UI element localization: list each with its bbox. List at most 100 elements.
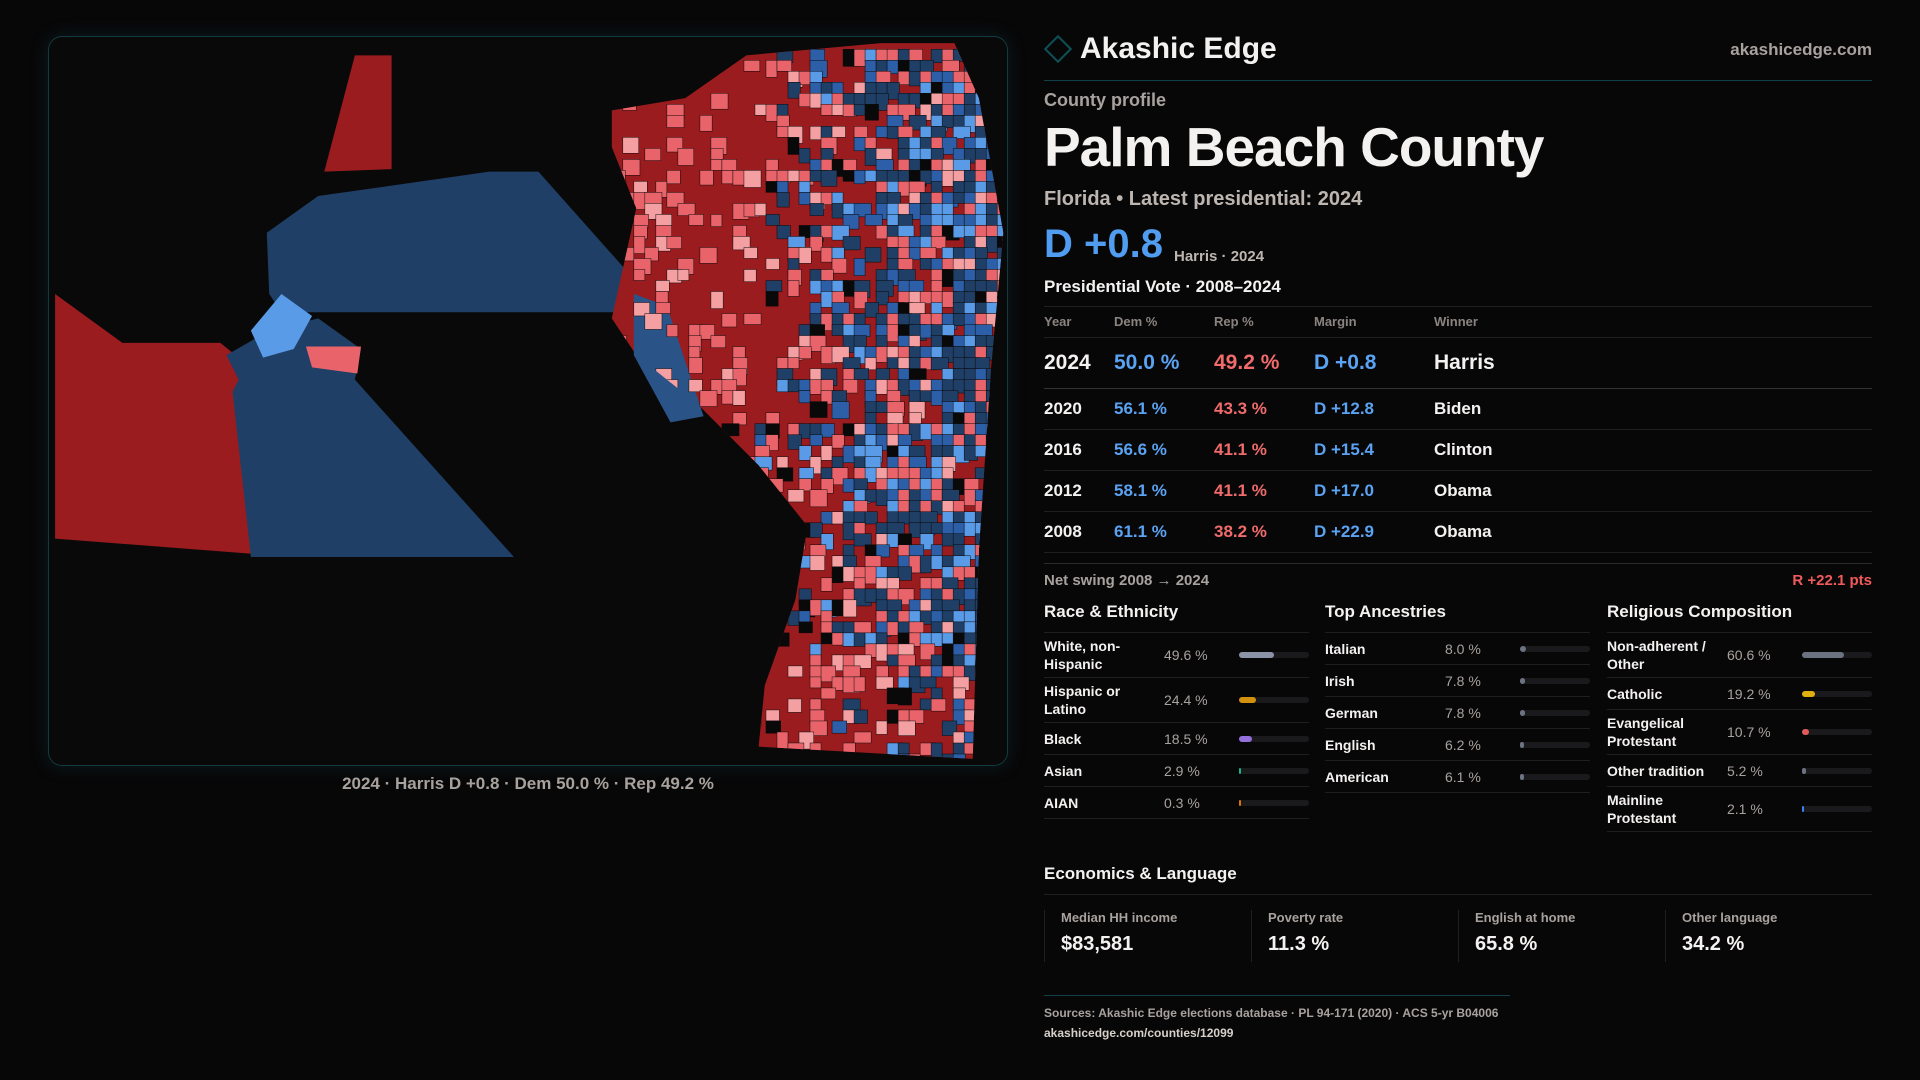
precinct[interactable]	[996, 324, 1007, 340]
precinct[interactable]	[842, 566, 856, 582]
precinct[interactable]	[919, 676, 937, 689]
precinct[interactable]	[787, 742, 805, 758]
precinct[interactable]	[996, 731, 1007, 746]
precinct[interactable]	[655, 302, 671, 314]
precinct[interactable]	[996, 555, 1007, 574]
precinct[interactable]	[908, 489, 922, 503]
site-link[interactable]: akashicedge.com	[1730, 40, 1872, 59]
precinct[interactable]	[864, 104, 879, 121]
precinct[interactable]	[996, 577, 1007, 594]
precinct[interactable]	[985, 60, 1002, 72]
precinct[interactable]	[853, 291, 868, 309]
precinct[interactable]	[875, 126, 889, 138]
precinct[interactable]	[809, 720, 828, 736]
precinct[interactable]	[743, 709, 762, 727]
precinct[interactable]	[919, 291, 933, 304]
precinct[interactable]	[655, 632, 671, 648]
precinct[interactable]	[710, 159, 723, 171]
precinct[interactable]	[721, 159, 737, 171]
precinct[interactable]	[996, 742, 1007, 757]
precinct[interactable]	[765, 533, 780, 548]
precinct[interactable]	[974, 467, 992, 479]
precinct[interactable]	[985, 104, 998, 116]
precinct[interactable]	[831, 82, 844, 95]
precinct[interactable]	[787, 698, 802, 713]
precinct[interactable]	[875, 632, 888, 646]
precinct[interactable]	[622, 192, 636, 208]
precinct[interactable]	[930, 390, 944, 406]
precinct[interactable]	[941, 60, 960, 72]
precinct[interactable]	[732, 555, 751, 571]
precinct[interactable]	[842, 357, 861, 369]
precinct[interactable]	[809, 401, 828, 418]
precinct[interactable]	[622, 566, 641, 579]
precinct[interactable]	[996, 269, 1007, 282]
precinct[interactable]	[732, 599, 745, 615]
precinct[interactable]	[974, 93, 988, 106]
precinct[interactable]	[985, 412, 1004, 430]
precinct[interactable]	[897, 687, 912, 706]
precinct[interactable]	[655, 665, 673, 678]
precinct[interactable]	[765, 566, 779, 581]
precinct[interactable]	[677, 269, 690, 281]
precinct[interactable]	[831, 434, 845, 449]
precinct[interactable]	[721, 654, 740, 668]
precinct[interactable]	[897, 720, 916, 736]
precinct[interactable]	[622, 665, 637, 681]
precinct[interactable]	[996, 522, 1007, 538]
precinct[interactable]	[996, 247, 1007, 263]
precinct[interactable]	[875, 269, 888, 282]
precinct[interactable]	[985, 71, 1003, 89]
precinct[interactable]	[754, 555, 769, 569]
precinct[interactable]	[875, 225, 889, 240]
precinct[interactable]	[820, 192, 833, 205]
region-lake-rep[interactable]	[305, 346, 361, 374]
precinct[interactable]	[644, 544, 657, 561]
precinct[interactable]	[952, 753, 966, 765]
precinct[interactable]	[611, 731, 628, 744]
precinct[interactable]	[831, 566, 844, 583]
precinct[interactable]	[743, 588, 762, 604]
precinct[interactable]	[809, 544, 827, 558]
region-spike-rep[interactable]	[324, 55, 392, 172]
precinct[interactable]	[996, 412, 1007, 428]
precinct[interactable]	[754, 203, 767, 216]
precinct[interactable]	[688, 214, 704, 226]
precinct[interactable]	[952, 269, 966, 282]
precinct[interactable]	[765, 544, 784, 561]
precinct[interactable]	[622, 544, 636, 559]
precinct[interactable]	[765, 511, 781, 528]
precinct[interactable]	[787, 434, 802, 450]
precinct[interactable]	[963, 621, 977, 635]
precinct[interactable]	[985, 676, 1000, 690]
precinct[interactable]	[743, 247, 758, 259]
precinct[interactable]	[754, 445, 770, 459]
precinct[interactable]	[996, 500, 1007, 516]
precinct[interactable]	[787, 137, 800, 155]
precinct[interactable]	[996, 291, 1007, 308]
precinct[interactable]	[996, 214, 1007, 231]
precinct[interactable]	[787, 170, 801, 182]
precinct[interactable]	[721, 489, 736, 503]
precinct[interactable]	[853, 434, 867, 446]
precinct[interactable]	[776, 577, 789, 596]
precinct[interactable]	[897, 434, 912, 446]
precinct[interactable]	[743, 621, 757, 640]
precinct[interactable]	[886, 82, 900, 100]
precinct[interactable]	[974, 632, 993, 646]
precinct[interactable]	[809, 555, 825, 571]
precinct[interactable]	[633, 610, 650, 624]
precinct[interactable]	[622, 588, 638, 602]
precinct[interactable]	[974, 236, 988, 249]
precinct[interactable]	[666, 324, 679, 338]
precinct[interactable]	[974, 654, 988, 668]
precinct[interactable]	[798, 181, 811, 193]
precinct[interactable]	[853, 324, 871, 338]
precinct[interactable]	[897, 753, 910, 765]
precinct[interactable]	[820, 269, 834, 282]
precinct[interactable]	[644, 192, 663, 205]
region-lake-tilt-dem[interactable]	[250, 293, 313, 358]
precinct[interactable]	[611, 643, 630, 656]
precinct[interactable]	[985, 335, 1004, 349]
precinct[interactable]	[688, 753, 706, 765]
